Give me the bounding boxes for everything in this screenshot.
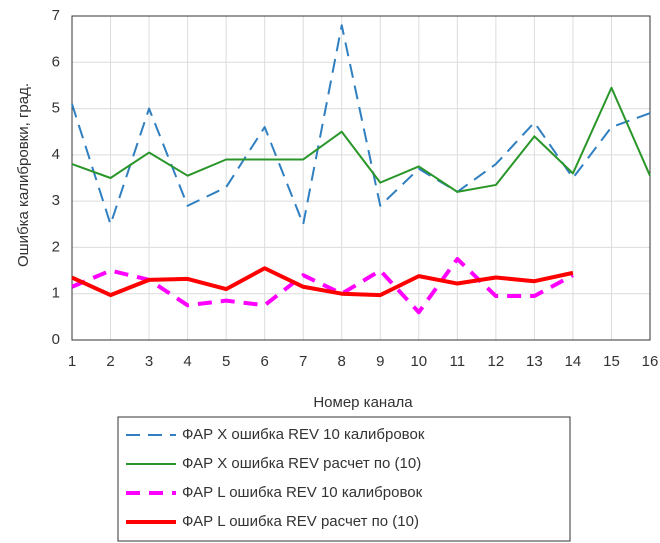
legend-box (117, 416, 571, 542)
plot-frame (71, 15, 651, 341)
series-line (71, 24, 651, 226)
series-line (71, 266, 574, 298)
series-line (71, 257, 574, 315)
y-tick-label: 4 (52, 146, 60, 163)
x-tick-label: 3 (145, 353, 153, 370)
y-tick-label: 3 (52, 192, 60, 209)
legend-label: ФАР X ошибка REV 10 калибровок (182, 426, 425, 443)
legend-label: ФАР X ошибка REV расчет по (10) (182, 455, 421, 472)
x-tick-label: 5 (222, 353, 230, 370)
x-tick-label: 8 (338, 353, 346, 370)
x-tick-label: 6 (260, 353, 268, 370)
x-tick-label: 15 (603, 353, 620, 370)
x-tick-label: 1 (68, 353, 76, 370)
legend-label: ФАР L ошибка REV 10 калибровок (182, 484, 423, 501)
x-tick-label: 2 (106, 353, 114, 370)
x-tick-label: 12 (488, 353, 505, 370)
x-tick-label: 7 (299, 353, 307, 370)
y-tick-label: 7 (52, 7, 60, 24)
x-tick-label: 13 (526, 353, 543, 370)
x-tick-label: 16 (642, 353, 659, 370)
x-tick-label: 14 (565, 353, 582, 370)
x-axis-label: Номер канала (313, 394, 413, 411)
x-tick-label: 10 (410, 353, 427, 370)
legend-label: ФАР L ошибка REV расчет по (10) (182, 513, 419, 530)
y-tick-label: 1 (52, 285, 60, 302)
y-axis-label: Ошибка калибровки, град. (15, 83, 32, 267)
x-tick-label: 4 (183, 353, 191, 370)
y-tick-label: 5 (52, 100, 60, 117)
y-tick-label: 6 (52, 53, 60, 70)
x-tick-label: 11 (450, 353, 466, 370)
y-tick-label: 2 (52, 238, 60, 255)
x-tick-label: 9 (376, 353, 384, 370)
y-tick-label: 0 (52, 331, 60, 348)
series-line (71, 86, 651, 193)
